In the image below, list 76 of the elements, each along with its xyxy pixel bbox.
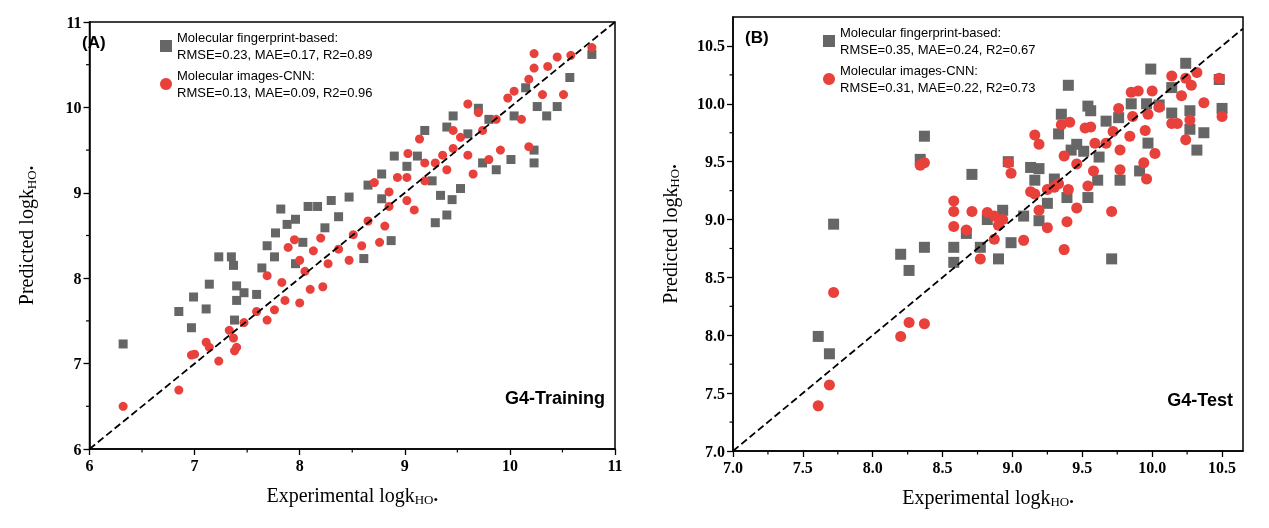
point bbox=[1166, 107, 1178, 119]
x-tick-label: 8.0 bbox=[862, 458, 883, 476]
y-tick-label: 7 bbox=[73, 355, 82, 373]
point bbox=[992, 253, 1004, 265]
y-tick-label: 7.0 bbox=[705, 442, 725, 460]
x-tick-label: 11 bbox=[607, 456, 623, 474]
x-tick-label: 8 bbox=[295, 456, 304, 474]
y-tick-label: 8.5 bbox=[705, 268, 725, 286]
point bbox=[1113, 112, 1125, 124]
point bbox=[1198, 127, 1210, 139]
annotation: G4-Training bbox=[504, 388, 605, 408]
annotation: (B) bbox=[745, 28, 769, 47]
y-axis-title: Predicted logkHO• bbox=[658, 164, 682, 304]
point bbox=[823, 348, 835, 360]
y-tick-label: 8 bbox=[73, 269, 82, 287]
x-tick-label: 7 bbox=[190, 456, 199, 474]
point bbox=[948, 256, 960, 268]
point bbox=[895, 248, 907, 260]
y-axis-title: Predicted logkHO• bbox=[15, 165, 39, 306]
y-tick-label: 10.5 bbox=[697, 37, 725, 55]
point bbox=[1029, 174, 1041, 186]
point bbox=[1005, 237, 1017, 249]
x-tick-label: 10.0 bbox=[1138, 458, 1167, 476]
point bbox=[1085, 105, 1097, 117]
point bbox=[1018, 210, 1030, 222]
y-tick-label: 10 bbox=[65, 98, 82, 116]
point bbox=[1082, 192, 1094, 204]
y-tick-label: 11 bbox=[66, 13, 82, 31]
point bbox=[1191, 144, 1203, 156]
point bbox=[1100, 115, 1112, 127]
x-tick-label: 6 bbox=[85, 456, 94, 474]
point bbox=[1114, 174, 1126, 186]
y-tick-label: 9.0 bbox=[705, 211, 725, 229]
point bbox=[1033, 215, 1045, 227]
x-tick-label: 7.5 bbox=[792, 458, 813, 476]
point bbox=[1055, 108, 1067, 120]
point bbox=[1142, 137, 1154, 149]
y-tick-label: 6 bbox=[73, 440, 82, 458]
point bbox=[812, 330, 824, 342]
point bbox=[1093, 151, 1105, 163]
point bbox=[1062, 79, 1074, 91]
annotation: G4-Test bbox=[1167, 390, 1234, 410]
point bbox=[1141, 98, 1153, 110]
point bbox=[903, 264, 915, 276]
x-tick-label: 10.5 bbox=[1208, 458, 1237, 476]
y-tick-label: 9 bbox=[73, 184, 82, 202]
x-tick-label: 9.5 bbox=[1072, 458, 1093, 476]
y-tick-label: 9.5 bbox=[705, 153, 725, 171]
x-tick-label: 7.0 bbox=[723, 458, 743, 476]
point bbox=[918, 130, 930, 142]
point bbox=[1041, 197, 1053, 209]
point bbox=[966, 168, 978, 180]
point bbox=[1184, 123, 1196, 135]
legend-label: Molecular images-CNN: RMSE=0.31, MAE=0.22, R2=0.73 bbox=[840, 63, 1036, 95]
y-tick-label: 10.0 bbox=[697, 95, 725, 113]
y-tick-label: 8.0 bbox=[705, 326, 725, 344]
point bbox=[1053, 128, 1065, 140]
point bbox=[1184, 105, 1196, 117]
x-tick-label: 10 bbox=[501, 456, 518, 474]
point bbox=[1078, 145, 1090, 157]
x-tick-label: 9 bbox=[400, 456, 409, 474]
legend-label: Molecular fingerprint-based: RMSE=0.23, MAE=0.17, R2=0.89 bbox=[177, 30, 373, 62]
point bbox=[828, 218, 840, 230]
point bbox=[1092, 174, 1104, 186]
legend-label: Molecular fingerprint-based: RMSE=0.35, MAE=0.24, R2=0.67 bbox=[840, 25, 1036, 57]
x-tick-label: 9.0 bbox=[1002, 458, 1023, 476]
point bbox=[1145, 63, 1157, 75]
point bbox=[1106, 253, 1118, 265]
point bbox=[1125, 98, 1137, 110]
point bbox=[948, 241, 960, 253]
legend-label: Molecular images-CNN: RMSE=0.13, MAE=0.09, R2=0.96 bbox=[177, 68, 373, 100]
y-tick-label: 7.5 bbox=[705, 384, 725, 402]
point bbox=[1033, 163, 1045, 175]
point bbox=[918, 241, 930, 253]
x-tick-label: 8.5 bbox=[932, 458, 953, 476]
point bbox=[1180, 57, 1192, 69]
